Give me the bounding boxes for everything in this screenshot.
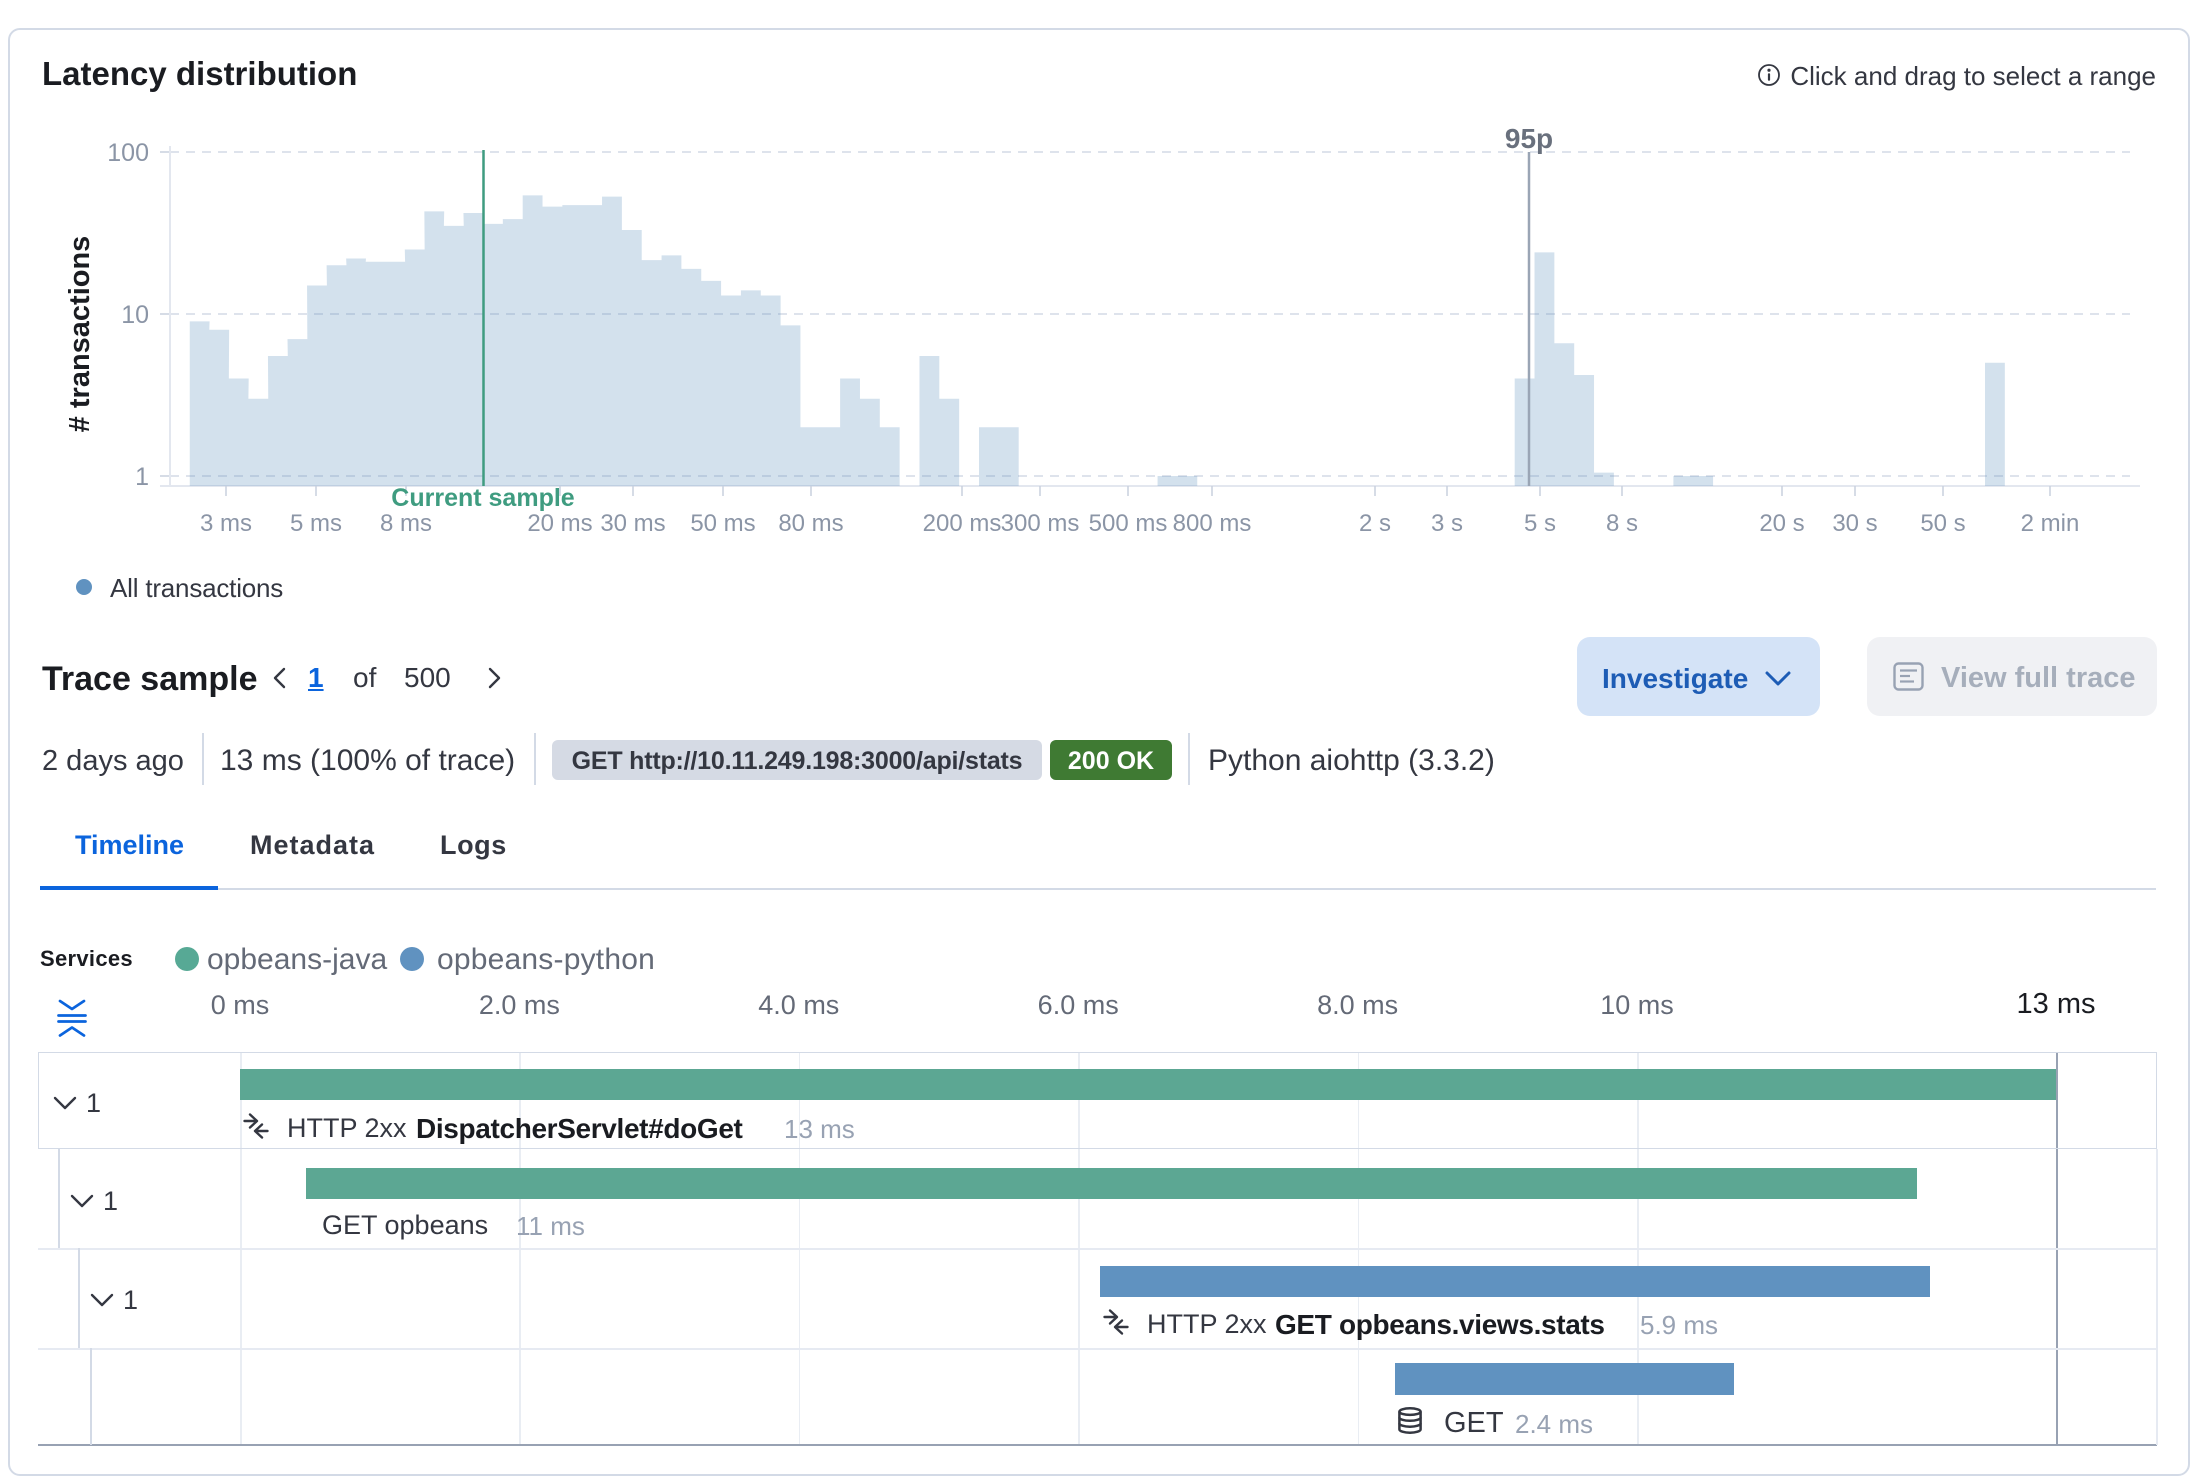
svg-text:300 ms: 300 ms — [1001, 510, 1080, 537]
svg-text:50 ms: 50 ms — [690, 510, 755, 537]
svg-text:20 ms: 20 ms — [527, 510, 592, 537]
svg-text:100: 100 — [107, 139, 149, 167]
svg-text:50 s: 50 s — [1920, 510, 1965, 537]
svg-text:3 ms: 3 ms — [200, 510, 252, 537]
svg-text:5 ms: 5 ms — [290, 510, 342, 537]
svg-text:5 s: 5 s — [1524, 510, 1556, 537]
svg-text:3 s: 3 s — [1431, 510, 1463, 537]
svg-text:200 ms: 200 ms — [923, 510, 1002, 537]
svg-text:10: 10 — [121, 301, 149, 329]
svg-text:8 s: 8 s — [1606, 510, 1638, 537]
svg-text:2 s: 2 s — [1359, 510, 1391, 537]
svg-text:Current sample: Current sample — [391, 484, 574, 512]
svg-text:95p: 95p — [1505, 123, 1553, 154]
svg-text:30 s: 30 s — [1832, 510, 1877, 537]
svg-text:30 ms: 30 ms — [600, 510, 665, 537]
svg-text:2 min: 2 min — [2021, 510, 2080, 537]
svg-text:80 ms: 80 ms — [778, 510, 843, 537]
svg-text:8 ms: 8 ms — [380, 510, 432, 537]
svg-text:800 ms: 800 ms — [1173, 510, 1252, 537]
svg-text:20 s: 20 s — [1759, 510, 1804, 537]
svg-text:500 ms: 500 ms — [1089, 510, 1168, 537]
svg-text:1: 1 — [135, 463, 149, 491]
svg-text:# transactions: # transactions — [64, 236, 96, 433]
